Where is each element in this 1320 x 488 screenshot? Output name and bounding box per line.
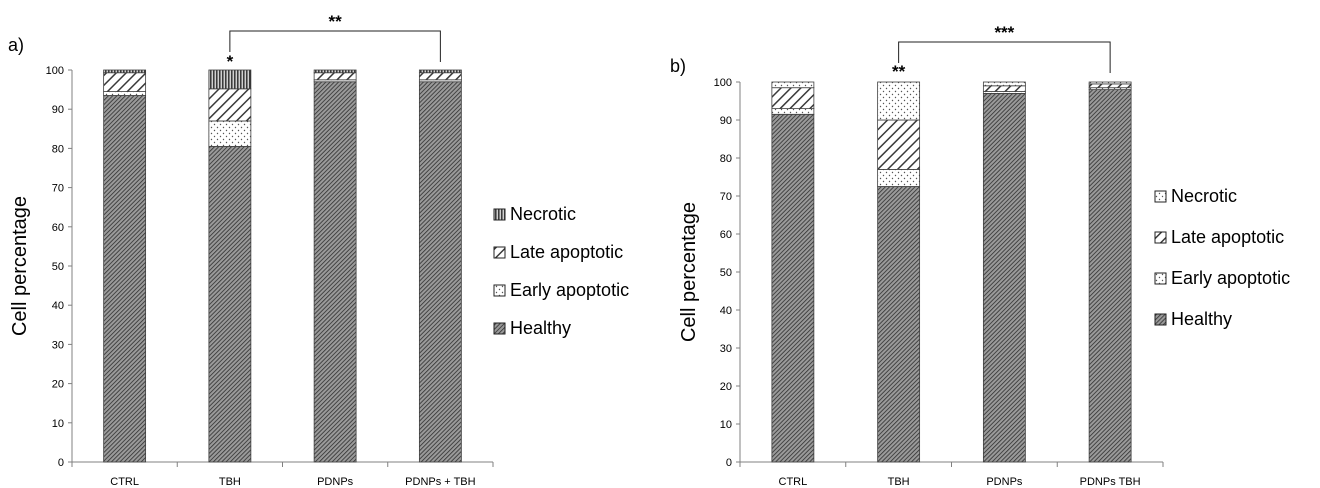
legend-swatch-early-apoptotic: [1154, 272, 1167, 285]
y-tick-label: 20: [720, 381, 732, 393]
bar-segment-late-apoptotic-tbh: [877, 119, 921, 170]
legend-swatch-healthy: [1154, 313, 1167, 326]
y-tick-label: 100: [46, 65, 64, 77]
bar-segment-necrotic-pdnps: [313, 69, 357, 74]
bar-segment-late-apoptotic-pdnps-tbh: [418, 72, 462, 81]
x-tick-label: TBH: [219, 476, 241, 488]
panel-label: b): [670, 56, 686, 76]
bar-segment-necrotic-tbh: [877, 81, 921, 121]
bar-segment-early-apoptotic-ctrl: [771, 108, 815, 115]
y-tick-label: 100: [714, 77, 732, 89]
y-tick-label: 50: [52, 261, 64, 273]
significance-star: **: [892, 62, 906, 81]
legend-label-necrotic: Necrotic: [510, 204, 576, 224]
legend-label-necrotic: Necrotic: [1171, 186, 1237, 206]
bar-segment-late-apoptotic-pdnps: [982, 85, 1026, 92]
y-axis-label: Cell percentage: [678, 202, 700, 342]
legend-swatch-early-apoptotic: [493, 284, 506, 297]
y-tick-label: 30: [720, 343, 732, 355]
bar-segment-late-apoptotic-ctrl: [103, 72, 147, 92]
legend-label-late-apoptotic: Late apoptotic: [510, 242, 623, 262]
bar-segment-necrotic-tbh: [208, 69, 252, 90]
significance-bracket-label: ***: [994, 23, 1014, 42]
y-tick-label: 0: [726, 457, 732, 469]
bar-segment-healthy-pdnps-tbh: [1088, 89, 1132, 463]
y-tick-label: 20: [52, 379, 64, 391]
y-tick-label: 60: [720, 229, 732, 241]
significance-star: *: [227, 52, 234, 71]
legend-label-early-apoptotic: Early apoptotic: [510, 280, 629, 300]
x-tick-label: PDNPs + TBH: [405, 476, 475, 488]
legend-swatch-healthy: [493, 322, 506, 335]
y-tick-label: 70: [720, 191, 732, 203]
y-tick-label: 50: [720, 267, 732, 279]
x-tick-label: PDNPs: [986, 476, 1023, 488]
x-tick-label: CTRL: [110, 476, 139, 488]
bar-segment-early-apoptotic-tbh: [208, 120, 252, 147]
legend-label-late-apoptotic: Late apoptotic: [1171, 227, 1284, 247]
legend-swatch-necrotic: [493, 208, 506, 221]
bar-segment-healthy-pdnps: [313, 81, 357, 463]
bar-segment-healthy-pdnps-tbh: [418, 81, 462, 463]
bar-segment-healthy-ctrl: [771, 113, 815, 463]
bar-segment-early-apoptotic-tbh: [877, 168, 921, 187]
bar-segment-healthy-tbh: [208, 146, 252, 463]
bar-segment-necrotic-pdnps: [982, 81, 1026, 87]
legend-swatch-late-apoptotic: [493, 246, 506, 259]
significance-bracket: [898, 41, 1111, 73]
bar-segment-healthy-ctrl: [103, 95, 147, 463]
bar-segment-necrotic-pdnps-tbh: [418, 69, 462, 74]
chart-a: a) Cell percentage 0 10 20 30 40 50 60 70 80 90 100 C…: [8, 12, 629, 488]
chart-b: b) Cell percentage 0 10 20 30 40 50 60 70 80 90 100 C…: [670, 23, 1290, 488]
y-tick-label: 70: [52, 183, 64, 195]
y-tick-label: 10: [720, 419, 732, 431]
x-tick-label: PDNPs: [317, 476, 354, 488]
y-tick-label: 10: [52, 418, 64, 430]
bar-segment-healthy-pdnps: [982, 93, 1026, 463]
bar-segment-necrotic-ctrl: [771, 81, 815, 89]
y-tick-label: 40: [52, 300, 64, 312]
bar-segment-late-apoptotic-pdnps-tbh: [1088, 83, 1132, 89]
y-tick-label: 90: [52, 104, 64, 116]
panel-label: a): [8, 35, 24, 55]
bar-segment-late-apoptotic-ctrl: [771, 87, 815, 109]
y-tick-label: 30: [52, 339, 64, 351]
y-tick-label: 40: [720, 305, 732, 317]
y-tick-label: 80: [52, 143, 64, 155]
x-tick-label: PDNPs TBH: [1080, 476, 1141, 488]
legend-label-healthy: Healthy: [1171, 309, 1232, 329]
y-tick-label: 80: [720, 153, 732, 165]
y-tick-label: 60: [52, 222, 64, 234]
legend-label-healthy: Healthy: [510, 318, 571, 338]
significance-bracket: [229, 30, 441, 62]
legend-swatch-late-apoptotic: [1154, 231, 1167, 244]
bar-segment-necrotic-pdnps-tbh: [1088, 81, 1132, 85]
y-tick-label: 90: [720, 115, 732, 127]
bar-segment-late-apoptotic-pdnps: [313, 72, 357, 81]
x-tick-label: CTRL: [779, 476, 808, 488]
bar-segment-necrotic-ctrl: [103, 69, 147, 74]
y-tick-label: 0: [58, 457, 64, 469]
y-axis-label: Cell percentage: [9, 196, 31, 336]
bar-segment-early-apoptotic-ctrl: [103, 91, 147, 96]
bar-segment-healthy-tbh: [877, 186, 921, 463]
significance-bracket-label: **: [329, 12, 343, 31]
legend-label-early-apoptotic: Early apoptotic: [1171, 268, 1290, 288]
x-tick-label: TBH: [888, 476, 910, 488]
bar-segment-late-apoptotic-tbh: [208, 88, 252, 122]
legend-swatch-necrotic: [1154, 190, 1167, 203]
